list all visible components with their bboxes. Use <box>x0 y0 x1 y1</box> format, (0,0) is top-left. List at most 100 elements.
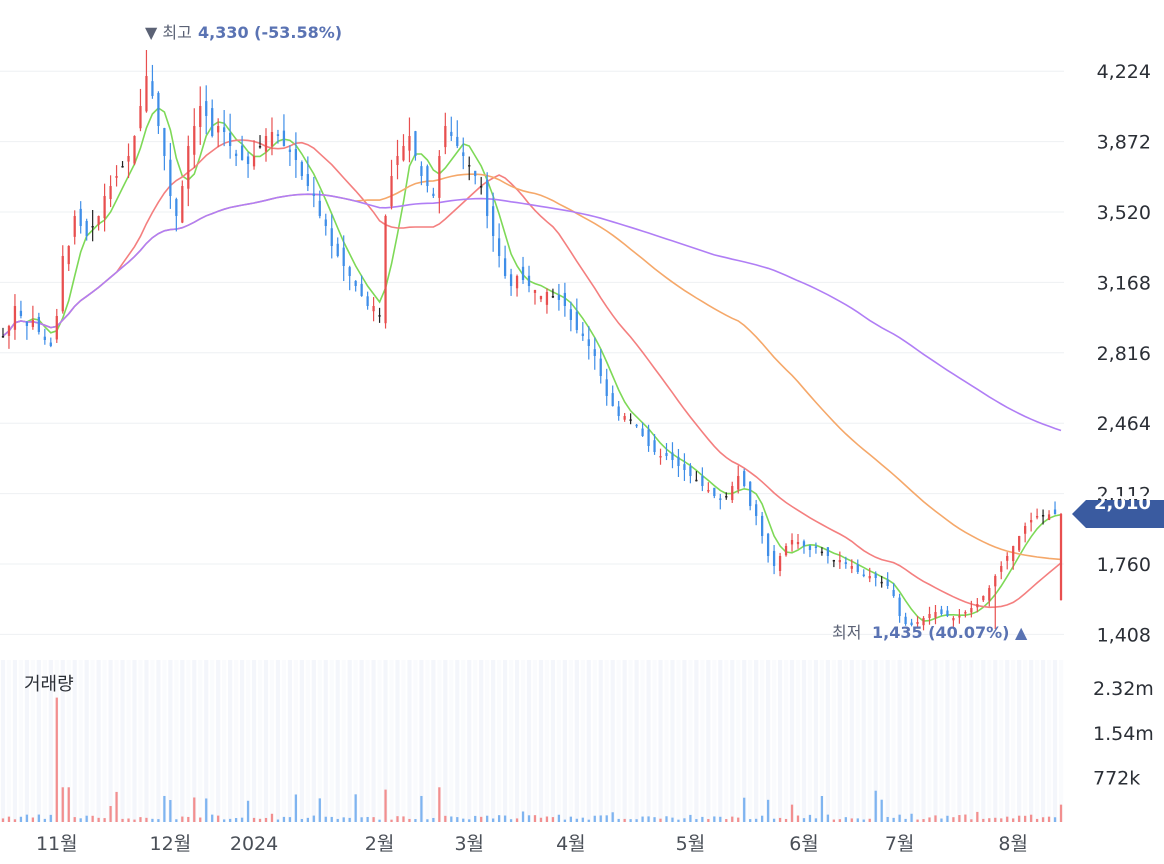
volume-bg-stripe <box>72 660 77 822</box>
candle-body <box>1024 526 1027 534</box>
volume-bar <box>820 796 824 822</box>
volume-bg-stripe <box>138 660 143 822</box>
volume-bg-stripe <box>646 660 651 822</box>
volume-bg-stripe <box>162 660 167 822</box>
candle-body <box>432 193 435 196</box>
volume-bar <box>157 819 160 822</box>
volume-bar <box>725 819 728 822</box>
candle-body <box>1059 514 1063 600</box>
volume-bg-stripe <box>807 660 813 822</box>
volume-bg-stripe <box>401 660 406 822</box>
volume-bar <box>898 814 901 822</box>
volume-bg-stripe <box>1029 660 1034 822</box>
volume-bar <box>384 789 387 822</box>
candle-body <box>402 146 405 161</box>
candle-body <box>928 614 931 619</box>
volume-bar <box>922 819 925 822</box>
volume-bg-stripe <box>66 660 71 822</box>
candle-body <box>1029 520 1033 523</box>
candle-body <box>832 560 836 562</box>
volume-bg-stripe <box>538 660 544 822</box>
volume-bg-stripe <box>616 660 621 822</box>
volume-bar <box>199 817 202 822</box>
volume-bar <box>503 815 507 822</box>
candle-body <box>133 136 136 164</box>
candle-body <box>725 496 728 498</box>
price-tick-label: 1,408 <box>1097 624 1151 646</box>
moving-average-line <box>2 106 1062 622</box>
volume-bg-stripe <box>628 660 633 822</box>
volume-bg-stripe <box>957 660 962 822</box>
volume-bar <box>276 819 280 822</box>
candle-body <box>713 487 716 496</box>
candle-body <box>683 464 686 470</box>
volume-bar <box>784 818 788 822</box>
candle-body <box>790 540 794 545</box>
volume-panel-background <box>0 660 1064 822</box>
volume-bg-stripe <box>981 660 986 822</box>
candle-body <box>330 228 333 246</box>
volume-bg-stripe <box>245 660 251 822</box>
volume-bar <box>1006 816 1009 822</box>
volume-bar <box>976 811 979 822</box>
volume-bar <box>91 815 94 822</box>
volume-bar <box>43 818 46 822</box>
volume-bg-stripe <box>652 660 657 822</box>
candle-body <box>653 440 656 452</box>
candle-body <box>318 200 321 216</box>
candle-body <box>324 219 327 226</box>
volume-bg-stripe <box>843 660 848 822</box>
volume-bg-stripe <box>473 660 478 822</box>
volume-bg-stripe <box>323 660 328 822</box>
volume-bar <box>145 817 148 822</box>
candle-body <box>1000 566 1003 572</box>
volume-bg-stripe <box>42 660 47 822</box>
volume-bg-stripe <box>317 660 322 822</box>
volume-bg-stripe <box>150 660 155 822</box>
volume-bar <box>139 817 142 822</box>
time-tick-label: 11월 <box>36 833 78 855</box>
volume-bg-stripe <box>335 660 340 822</box>
volume-bar <box>832 819 836 822</box>
volume-bg-stripe <box>963 660 968 822</box>
candle-body <box>193 126 196 155</box>
candle-body <box>707 490 710 492</box>
candle-body <box>1047 514 1051 520</box>
volume-bar <box>778 817 782 822</box>
volume-bar <box>808 814 812 822</box>
volume-bar <box>760 815 764 822</box>
current-price-badge-shape <box>1072 500 1164 528</box>
volume-bars <box>1 697 1063 822</box>
candle-body <box>474 170 477 176</box>
candle-body <box>755 504 758 516</box>
time-tick-label: 4월 <box>556 833 586 855</box>
volume-bar <box>587 819 590 822</box>
volume-bar <box>97 817 100 822</box>
volume-bg-stripe <box>461 660 466 822</box>
candle-body <box>844 562 847 564</box>
candle-body <box>199 106 202 127</box>
volume-bg-stripe <box>479 660 484 822</box>
volume-bg-stripe <box>766 660 771 822</box>
moving-average-line <box>2 193 1062 432</box>
candle-body <box>850 566 853 569</box>
candle-body <box>438 156 441 198</box>
volume-bg-stripe <box>192 660 197 822</box>
candle-body <box>43 336 46 340</box>
candle-body <box>282 130 286 146</box>
candle-body <box>414 131 417 156</box>
candle-body <box>814 546 818 548</box>
volume-bg-stripe <box>640 660 645 822</box>
volume-bg-stripe <box>210 660 215 822</box>
candle-body <box>599 358 602 376</box>
volume-bar <box>408 818 411 822</box>
volume-bar <box>964 814 967 822</box>
candle-body <box>958 616 961 618</box>
volume-bar <box>372 817 375 822</box>
candle-body <box>139 106 142 129</box>
candle-body <box>378 315 381 317</box>
volume-bar <box>766 799 770 822</box>
volume-bg-stripe <box>281 660 287 822</box>
